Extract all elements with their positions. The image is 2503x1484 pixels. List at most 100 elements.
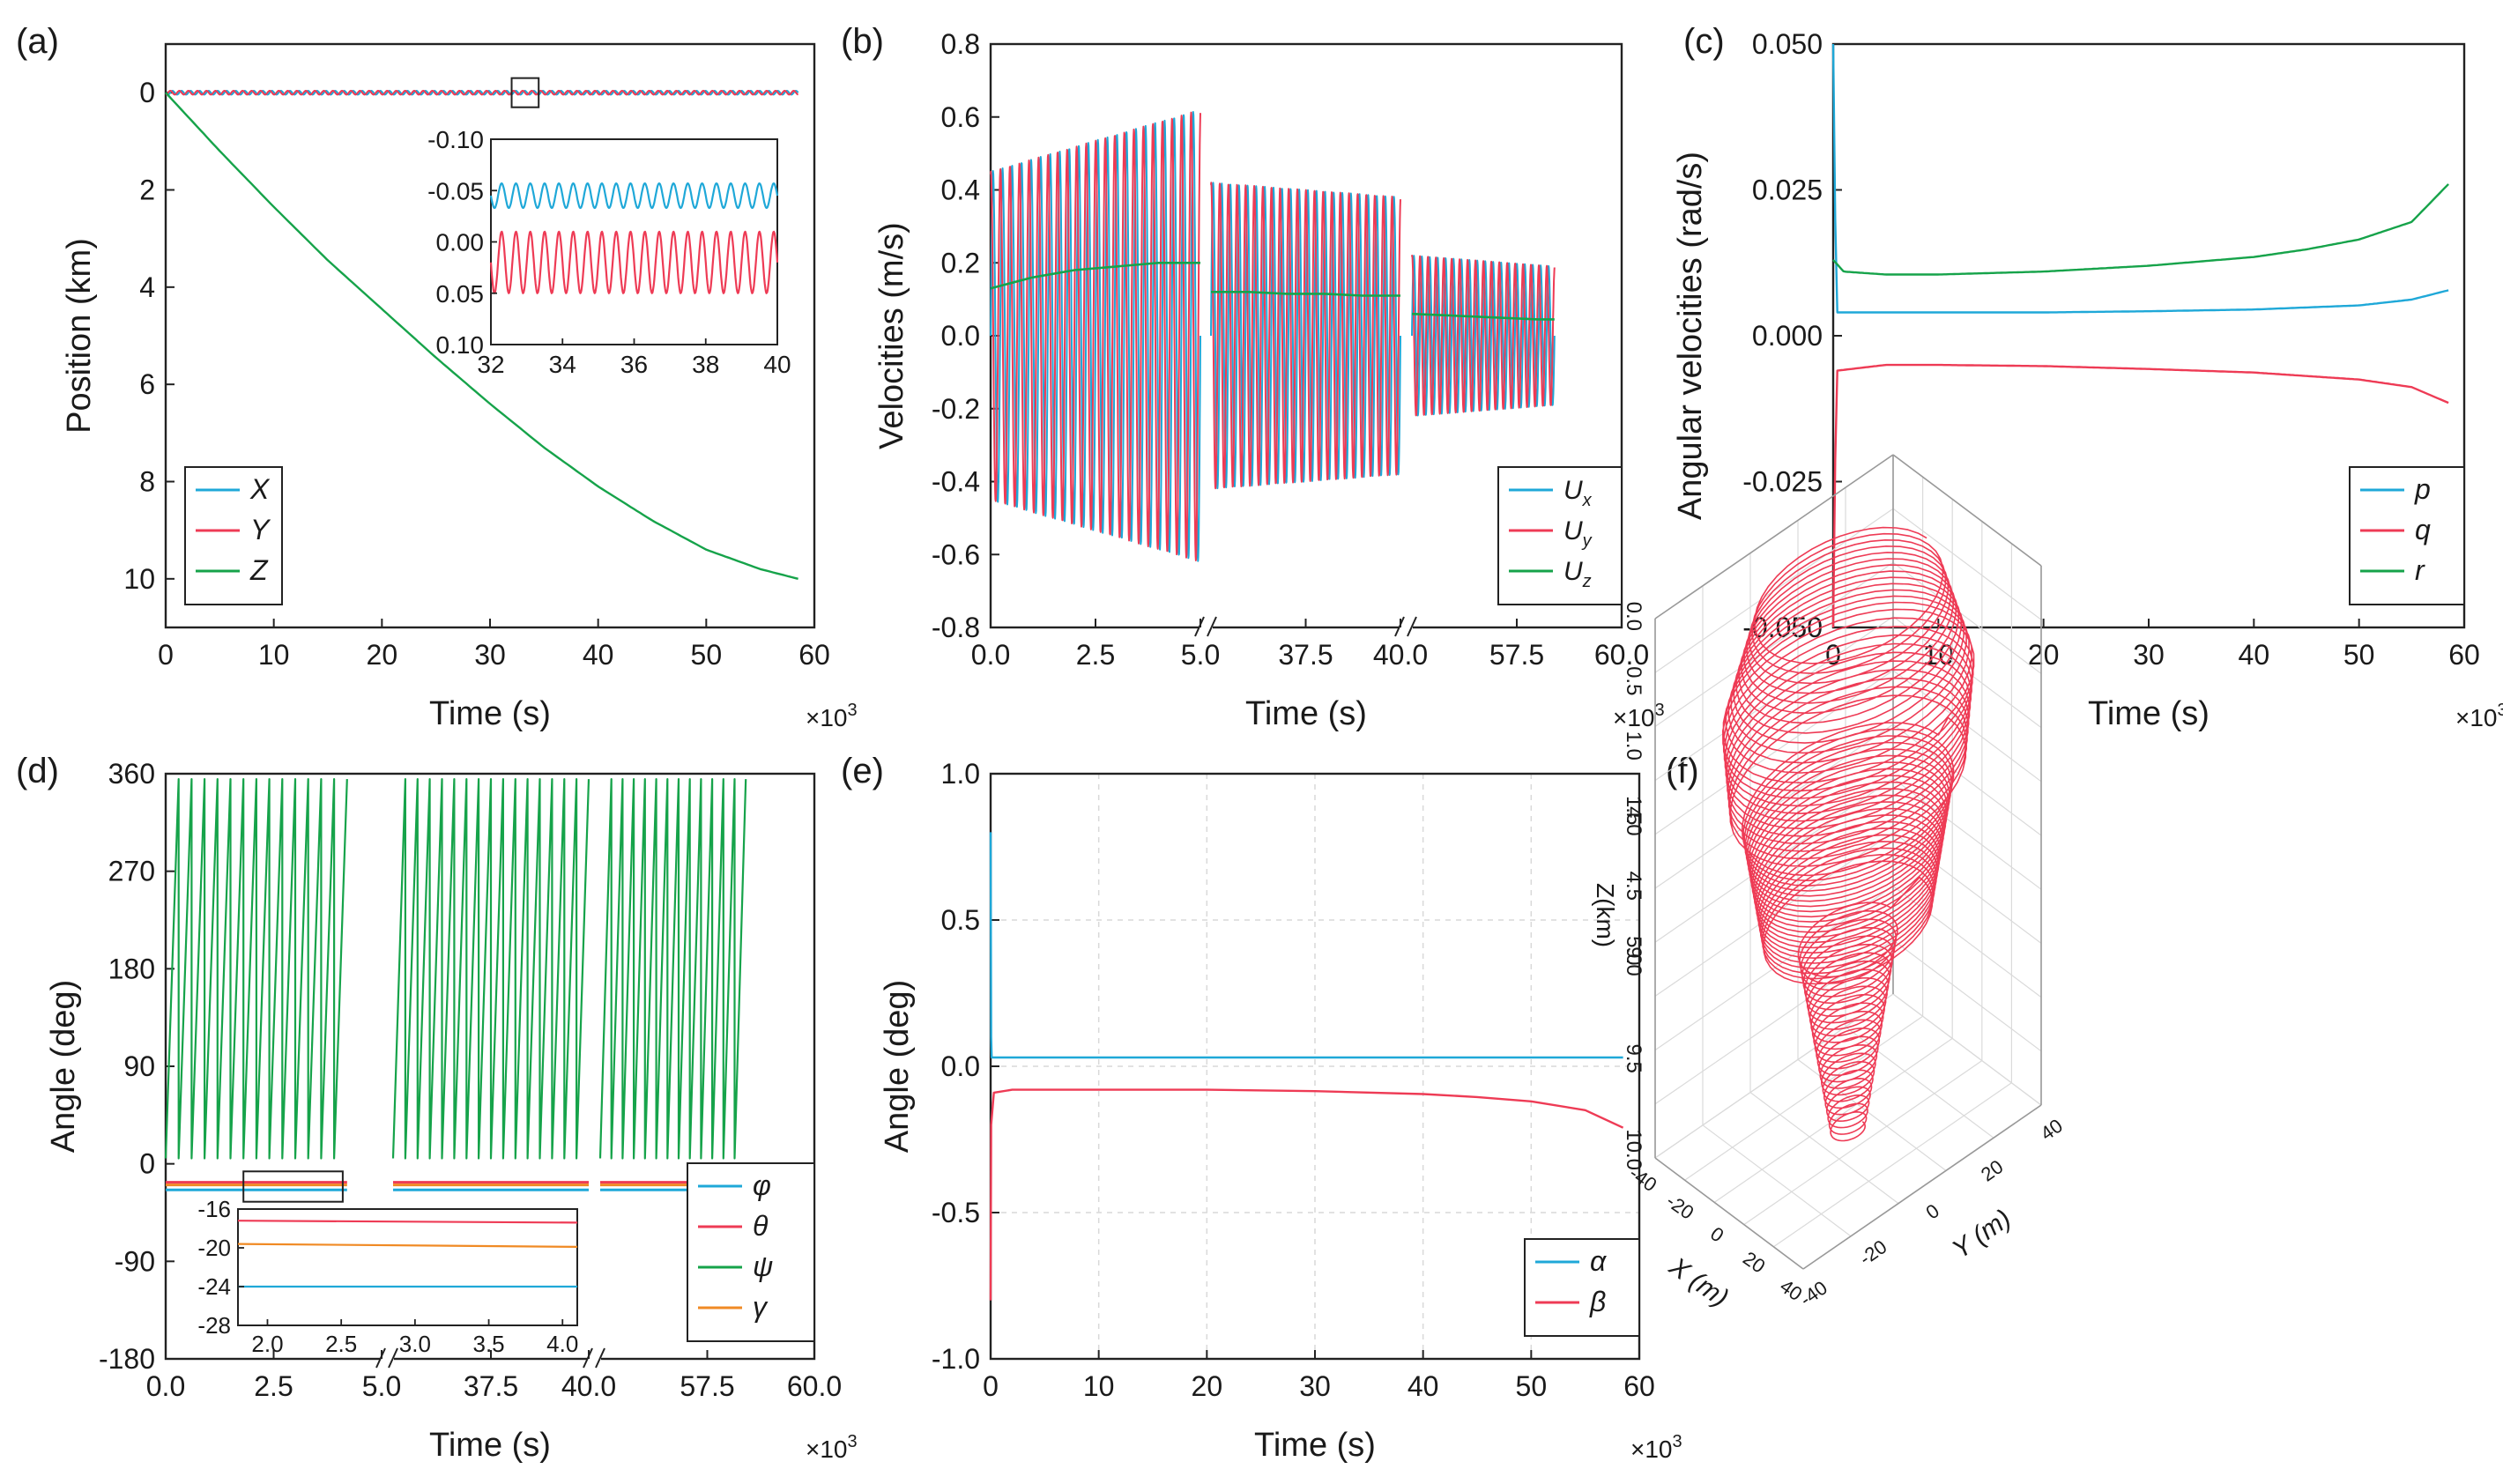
x-tick-label: -20 xyxy=(1662,1190,1697,1224)
panel-d-y-tick-label: 270 xyxy=(108,856,155,887)
x-multiplier: ×103 xyxy=(1630,1432,1682,1463)
panel-e-legend-label: β xyxy=(1589,1286,1606,1317)
panel-d-y-tick-label: -180 xyxy=(99,1343,155,1375)
y-axis-label: Angular velocities (rad/s) xyxy=(1672,152,1709,520)
grid-line xyxy=(1654,670,1894,835)
axis-break-mark xyxy=(1407,616,1417,637)
panel-d-x-tick-label: 5.0 xyxy=(362,1370,401,1402)
panel-d-legend-label: ψ xyxy=(753,1250,773,1282)
grid-line xyxy=(1749,1092,1899,1205)
panel-d-x-tick-label: 60.0 xyxy=(787,1370,842,1402)
panel-e: 0 10 20 30 40 50 60 -1.0 -0.5 0.0 0.5 1.0 αβ Angle (d… xyxy=(841,752,1682,1464)
inset-y-tick-label: -28 xyxy=(197,1312,231,1339)
panel-d-legend-label: θ xyxy=(753,1210,769,1242)
panel-a-x-tick-label: 40 xyxy=(583,639,614,671)
y-tick-label: 20 xyxy=(1977,1155,2007,1186)
inset-x-tick-label: 2.0 xyxy=(251,1331,283,1357)
z-tick-label: 1.0 xyxy=(1622,731,1645,761)
series-Z xyxy=(165,92,798,580)
series-q xyxy=(1831,363,2449,628)
panel-a-x-tick-label: 20 xyxy=(367,639,398,671)
series-α xyxy=(989,832,1623,1059)
panel-e-x-tick-label: 20 xyxy=(1192,1370,1223,1402)
series-Uz xyxy=(1211,290,1400,297)
x-multiplier-base: ×10 xyxy=(1613,704,1655,731)
panel-a-x-tick-label: 50 xyxy=(691,639,723,671)
grid-line xyxy=(1702,1124,1852,1237)
panel-a-y-tick-label: 10 xyxy=(123,563,155,595)
grid-line xyxy=(1743,1060,1983,1226)
legend-letter: U xyxy=(1563,557,1583,586)
panel-a-y-tick-label: 0 xyxy=(139,77,155,108)
panel-b-legend-label: Ux xyxy=(1563,476,1593,510)
panel-c-legend-label: r xyxy=(2415,554,2425,586)
inset-y-tick-label: -0.10 xyxy=(427,126,484,153)
panel-c-y-tick-label: 0.000 xyxy=(1752,320,1823,352)
grid-line xyxy=(1654,993,1894,1159)
panel-c-legend-box xyxy=(2349,466,2465,605)
panel-d-y-tick-label: 360 xyxy=(108,758,155,790)
panel-b-x-tick-label: 0.0 xyxy=(971,639,1010,671)
inset-x-tick-label: 2.5 xyxy=(325,1331,357,1357)
panel-label: (a) xyxy=(16,22,59,61)
inset-x-tick-label: 32 xyxy=(477,351,504,378)
panel-b-x-tick-label: 2.5 xyxy=(1076,639,1115,671)
x-multiplier-exp: 3 xyxy=(2498,701,2503,720)
panel-c-x-tick-label: 40 xyxy=(2239,639,2270,671)
panel-a-legend-label: Z xyxy=(249,554,269,586)
inset-x-tick-label: 3.0 xyxy=(399,1331,431,1357)
grid-line xyxy=(1892,993,2042,1106)
grid-line xyxy=(1892,886,2042,998)
legend-subscript: z xyxy=(1582,572,1592,591)
legend-subscript: y xyxy=(1581,531,1593,551)
panel-e-y-tick-label: -0.5 xyxy=(932,1197,980,1228)
panel-a-x-tick-label: 0 xyxy=(158,639,174,671)
grid-line xyxy=(1892,777,2042,890)
x-tick-label: 20 xyxy=(1739,1247,1769,1278)
y-axis-label: Position (km) xyxy=(61,238,98,434)
panel-label: (e) xyxy=(841,752,884,790)
series-Uz xyxy=(1411,312,1555,321)
panel-a-y-tick-label: 2 xyxy=(139,174,155,206)
panel-e-x-tick-label: 60 xyxy=(1623,1370,1655,1402)
panel-c-x-tick-label: 30 xyxy=(2133,639,2165,671)
box-edge xyxy=(1654,1157,1804,1270)
panel-c-y-tick-label: -0.025 xyxy=(1742,466,1823,498)
panel-b-legend-label: Uy xyxy=(1563,516,1593,551)
panel-e-x-tick-label: 50 xyxy=(1516,1370,1548,1402)
panel-d-y-tick-label: -90 xyxy=(115,1245,155,1277)
panel-d-inset-frame xyxy=(237,1208,578,1326)
panel-a-legend-label: X xyxy=(249,473,271,505)
panel-c: 0 10 20 30 40 50 60-0.050-0.0250.0000.0250.050… xyxy=(1672,22,2503,732)
panel-a-y-tick-label: 6 xyxy=(139,368,155,400)
x-axis-label: X (m) xyxy=(1663,1251,1734,1313)
panel-b-legend-label: Uz xyxy=(1563,557,1592,591)
panel-b-y-tick-label: 0.8 xyxy=(941,28,980,60)
panel-b: -0.8 -0.6 -0.4 -0.2 0.0 0.2 0.4 0.6 0.8 0.0 2.5 5.0… xyxy=(841,22,1665,732)
panel-b-legend-box xyxy=(1497,466,1623,605)
grid-line xyxy=(1684,1015,1923,1181)
inset-y-tick-label: -24 xyxy=(197,1273,231,1300)
panel-f: (f) 0.0 0.5 1.0 1.54.0 4.5 5.09.0 9.5 10.0 Z(km) -… xyxy=(1592,454,2067,1313)
panel-a: 0 10 20 30 40 50 60 0 2 4 6 8 10 32 34 36 38 40 -0.10 -0.05… xyxy=(16,22,858,732)
panel-b-y-tick-label: -0.4 xyxy=(932,466,980,498)
panel-a-zoom-box xyxy=(510,77,540,108)
grid-line xyxy=(1845,1026,1994,1139)
z-tick-label: 5.0 xyxy=(1622,936,1645,965)
x-axis-label: Time (s) xyxy=(429,695,551,732)
inset-x-tick-label: 4.0 xyxy=(546,1331,578,1357)
axis-break-mark xyxy=(1207,616,1217,637)
panel-b-y-tick-label: -0.8 xyxy=(932,612,980,643)
panel-a-inset-frame xyxy=(490,138,778,345)
panel-e-x-tick-label: 0 xyxy=(983,1370,999,1402)
panel-e-y-tick-label: -1.0 xyxy=(932,1343,980,1375)
legend-letter: U xyxy=(1563,516,1583,545)
axis-break-mark xyxy=(388,1347,398,1369)
inset-x-tick-label: 40 xyxy=(763,351,791,378)
panel-d-y-tick-label: 180 xyxy=(108,953,155,984)
z-tick-label: 1.5 xyxy=(1622,796,1645,825)
series-β xyxy=(989,1088,1624,1301)
x-multiplier-exp: 3 xyxy=(848,1432,858,1451)
panel-e-x-tick-label: 10 xyxy=(1083,1370,1115,1402)
